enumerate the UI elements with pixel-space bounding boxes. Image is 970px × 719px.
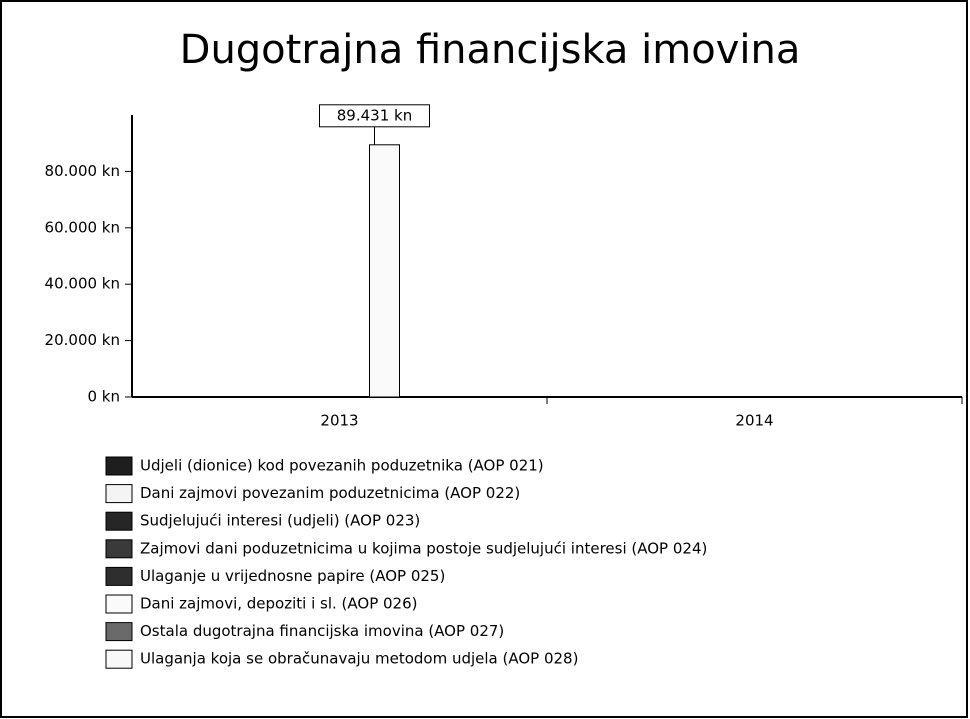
chart-title: Dugotrajna financijska imovina	[180, 27, 801, 73]
legend-label: Ostala dugotrajna financijska imovina (A…	[140, 622, 504, 640]
legend-swatch	[105, 484, 133, 504]
legend-label: Ulaganja koja se obračunavaju metodom ud…	[140, 650, 578, 668]
legend-swatch	[105, 566, 133, 586]
bar	[369, 144, 400, 398]
value-label: 89.431 kn	[337, 106, 412, 124]
legend-swatch	[105, 622, 133, 642]
legend-label: Dani zajmovi, depoziti i sl. (AOP 026)	[140, 595, 418, 613]
y-tick-label: 40.000 kn	[45, 275, 120, 293]
y-tick-label: 80.000 kn	[45, 162, 120, 180]
legend-label: Sudjelujući interesi (udjeli) (AOP 023)	[140, 512, 420, 530]
legend-label: Udjeli (dionice) kod povezanih poduzetni…	[140, 457, 544, 475]
y-tick-label: 20.000 kn	[45, 331, 120, 349]
legend-swatch	[105, 511, 133, 531]
legend-swatch	[105, 539, 133, 559]
legend-swatch	[105, 456, 133, 476]
legend-label: Zajmovi dani poduzetnicima u kojima post…	[140, 539, 707, 557]
y-tick-label: 0 kn	[87, 388, 120, 406]
x-tick-label: 2013	[320, 412, 358, 430]
y-tick-label: 60.000 kn	[45, 218, 120, 236]
x-tick-label: 2014	[735, 412, 773, 430]
legend-swatch	[105, 649, 133, 669]
legend-label: Dani zajmovi povezanim poduzetnicima (AO…	[140, 484, 520, 502]
legend-swatch	[105, 594, 133, 614]
label-box	[319, 104, 430, 128]
legend-label: Ulaganje u vrijednosne papire (AOP 025)	[140, 567, 445, 585]
